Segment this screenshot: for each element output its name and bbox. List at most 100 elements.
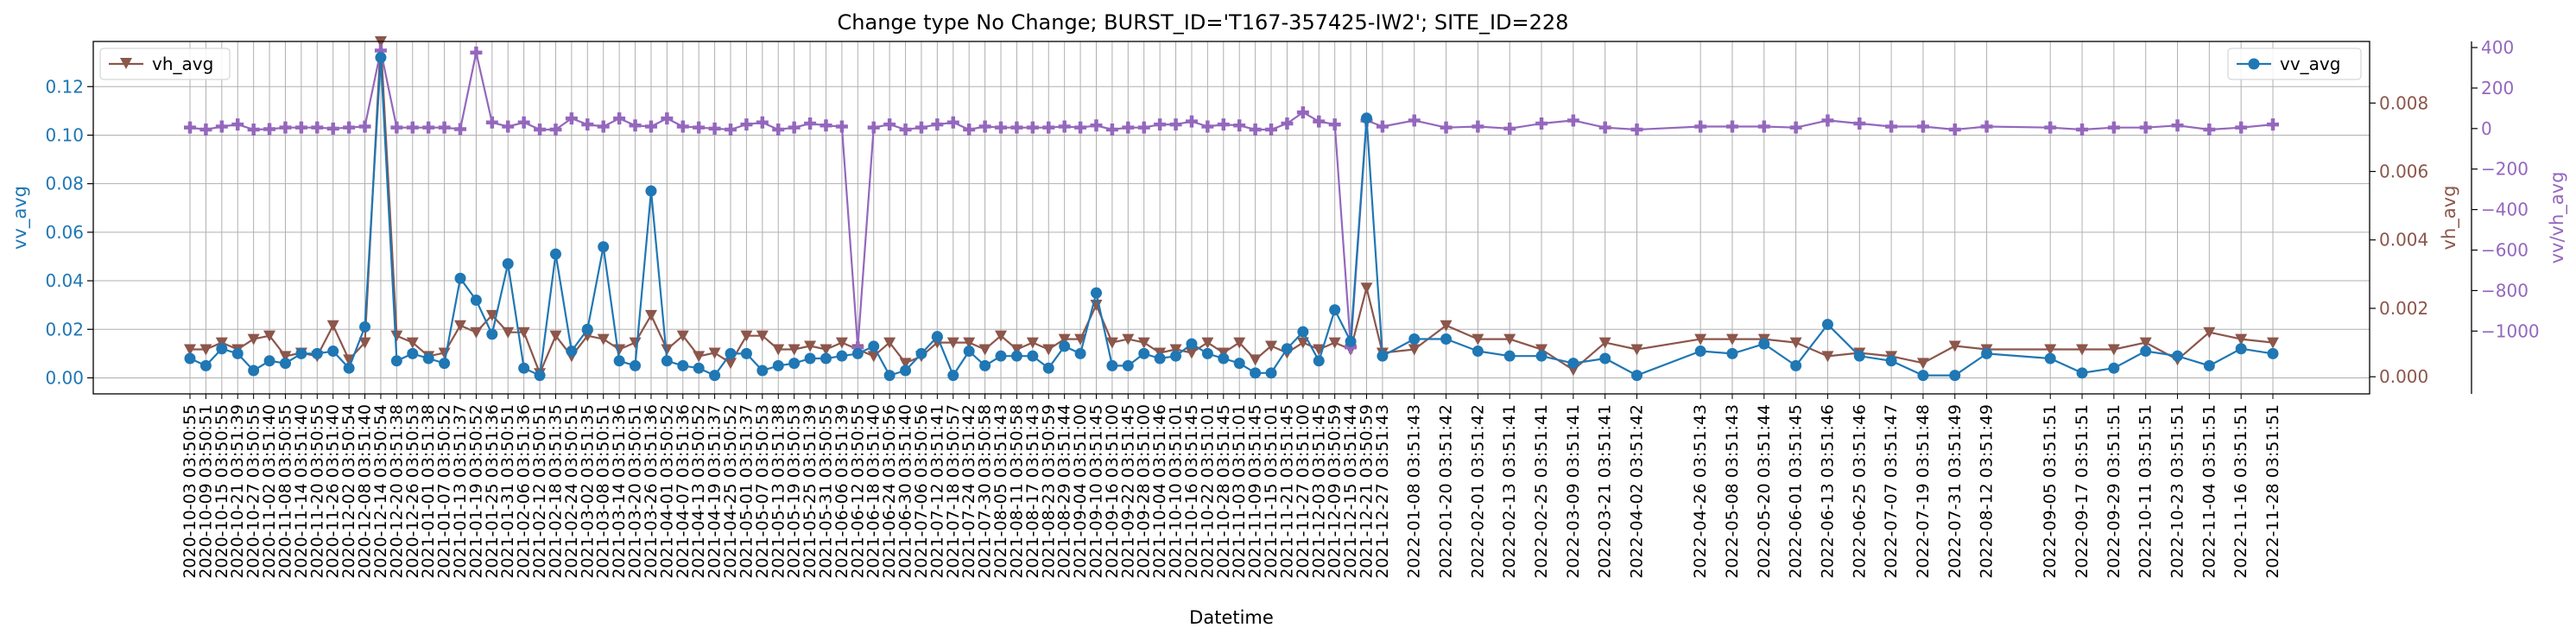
vh-avg-point	[470, 327, 483, 339]
x-tick-label: 2021-01-13 03:51:37	[451, 404, 470, 579]
vv-vh-avg-point	[1265, 124, 1278, 136]
vv-avg-point	[947, 370, 959, 382]
vv-avg-point	[2203, 359, 2215, 371]
vv-avg-point	[931, 331, 943, 343]
vh-avg-point	[820, 344, 832, 356]
x-tick-label: 2022-03-09 03:51:41	[1564, 404, 1583, 579]
series-vh-avg	[184, 36, 2279, 380]
series-vv-vh-avg	[184, 44, 2279, 354]
legend-left-label: vh_avg	[152, 54, 213, 74]
vh-avg-point	[1821, 351, 1834, 363]
x-tick-label: 2021-04-01 03:50:52	[657, 404, 676, 579]
x-tick-label: 2021-02-12 03:50:51	[530, 404, 549, 579]
x-tick-label: 2022-02-25 03:51:41	[1532, 404, 1551, 579]
vh-avg-point	[1535, 344, 1548, 356]
vv-avg-point	[725, 347, 737, 359]
vv-avg-point	[359, 320, 371, 333]
vv-vh-avg-point	[485, 116, 498, 129]
vv-avg-point	[549, 248, 561, 260]
x-tick-label: 2022-05-20 03:51:44	[1755, 404, 1774, 579]
x-tick-label: 2021-01-31 03:50:51	[498, 404, 517, 579]
x-tick-label: 2021-04-13 03:50:52	[689, 404, 708, 579]
x-tick-label: 2021-08-05 03:51:43	[991, 404, 1010, 579]
vv-vh-avg-point	[2203, 124, 2216, 136]
vv-vh-avg-point	[2235, 121, 2248, 134]
vv-axis-tick-label: 0.00	[45, 367, 84, 388]
vh-avg-point	[1074, 333, 1087, 346]
vv-avg-point	[2140, 346, 2152, 358]
legend-left-marker	[120, 58, 132, 69]
vv-vh-avg-point	[1122, 121, 1135, 134]
vh-avg-point	[1408, 344, 1421, 356]
vv-avg-point	[1281, 343, 1293, 355]
ratio-axis-tick-label: −600	[2481, 240, 2529, 261]
vv-avg-point	[2108, 362, 2120, 374]
vv-avg-point	[995, 350, 1007, 362]
vv-vh-avg-point	[1980, 120, 1993, 133]
vv-avg-point	[1122, 359, 1134, 371]
vv-avg-point	[1201, 347, 1213, 359]
vv-avg-point	[1361, 112, 1373, 124]
vv-vh-avg-point	[1058, 120, 1071, 133]
vv-avg-point	[2172, 350, 2184, 362]
vh-avg-point	[1105, 337, 1118, 349]
vv-avg-point	[1233, 358, 1245, 370]
vv-vh-avg-point	[1916, 120, 1929, 133]
vv-avg-point	[1345, 335, 1357, 347]
vv-vh-avg-point	[1535, 117, 1548, 130]
x-tick-label: 2022-06-25 03:51:46	[1850, 404, 1869, 579]
vh-avg-point	[867, 351, 880, 363]
x-tick-label: 2021-04-25 03:50:52	[721, 404, 740, 579]
x-tick-label: 2021-08-23 03:50:59	[1039, 404, 1058, 579]
vh-avg-point	[1630, 344, 1643, 356]
vv-avg-point	[279, 358, 291, 370]
vv-vh-avg-point	[978, 120, 991, 133]
vh-avg-point	[1725, 333, 1738, 346]
left-y-axis: 0.00 0.02 0.04 0.06 0.08 0.10 0.12	[45, 76, 93, 388]
vv-vh-avg-point	[883, 118, 896, 131]
vv-avg-point	[1599, 352, 1611, 365]
vh-avg-point	[1789, 337, 1802, 349]
vh-avg-point	[835, 337, 848, 349]
vv-vh-avg-point	[676, 120, 689, 133]
x-tick-label: 2022-07-19 03:51:48	[1914, 404, 1933, 579]
x-tick-label: 2022-08-12 03:51:49	[1978, 404, 1997, 579]
x-tick-label: 2021-10-04 03:51:46	[1150, 404, 1169, 579]
vv-vh-avg-point	[2139, 121, 2152, 134]
vh-avg-point	[1122, 333, 1135, 346]
vv-vh-avg-point	[438, 121, 451, 134]
vh-avg-point	[2235, 333, 2248, 346]
vv-vh-avg-point	[2171, 119, 2184, 132]
vh-avg-point	[740, 330, 753, 342]
vv-vh-avg-point	[454, 123, 467, 136]
ratio-axis-tick-label: 0	[2481, 118, 2492, 139]
vv-vh-avg-point	[2076, 124, 2089, 136]
vv-avg-point	[1949, 370, 1961, 382]
vv-avg-point	[1377, 350, 1389, 362]
x-tick-label: 2021-06-30 03:51:40	[896, 404, 915, 579]
vv-vh-avg-point	[1694, 120, 1707, 133]
vv-vh-avg-point	[517, 116, 530, 129]
x-tick-label: 2021-09-10 03:51:45	[1086, 404, 1105, 579]
vv-avg-point	[1313, 355, 1325, 367]
vh-avg-point	[772, 344, 785, 356]
vv-avg-point	[613, 355, 625, 367]
vv-avg-point	[645, 185, 657, 197]
x-tick-label: 2022-01-20 03:51:42	[1437, 404, 1456, 579]
vv-vh-avg-point	[1566, 114, 1579, 127]
x-tick-label: 2021-07-12 03:51:41	[927, 404, 946, 579]
vv-vh-avg-point	[1185, 115, 1198, 128]
vh-avg-line	[190, 40, 2274, 375]
vv-avg-point	[661, 355, 673, 367]
x-tick-label: 2021-07-06 03:50:56	[912, 404, 931, 579]
vv-avg-point	[263, 355, 275, 367]
vv-vh-avg-point	[565, 112, 578, 125]
vh-avg-point	[1916, 358, 1929, 370]
ratio-axis-tick-label: −1000	[2481, 320, 2540, 341]
vv-vh-avg-point	[1885, 120, 1898, 133]
vv-vh-avg-point	[788, 121, 801, 134]
x-tick-label: 2021-03-08 03:50:51	[594, 404, 613, 579]
vv-vh-avg-point	[231, 118, 244, 131]
x-tick-label: 2021-05-31 03:50:55	[816, 404, 835, 579]
